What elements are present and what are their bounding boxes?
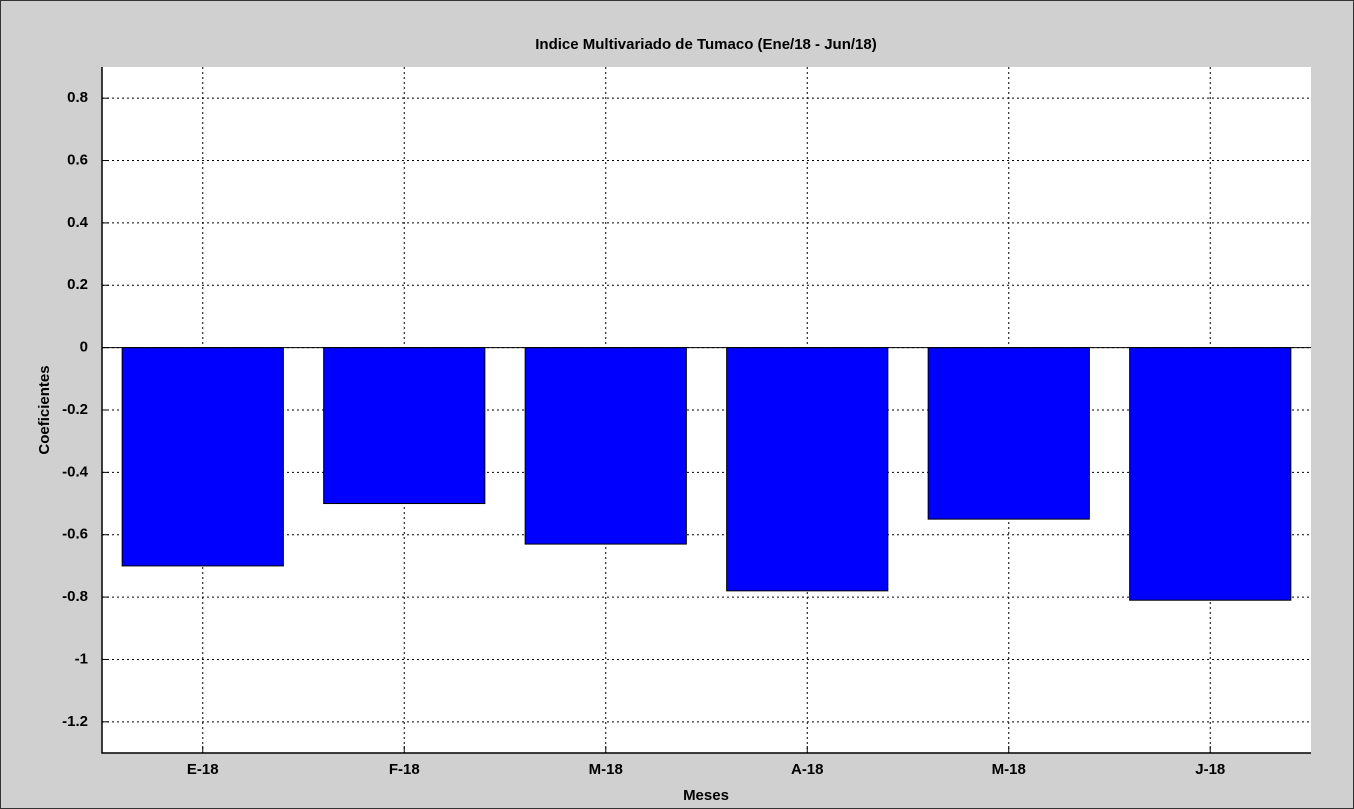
x-tick-label: F-18: [389, 761, 420, 778]
bar: [323, 347, 486, 505]
y-tick-label: 0.4: [67, 214, 89, 231]
y-tick-label: 0.6: [67, 152, 88, 169]
y-tick-label: -0.2: [62, 401, 88, 418]
y-tick-label: 0: [80, 339, 88, 356]
x-tick-label: M-18: [589, 761, 623, 778]
bar: [1129, 347, 1292, 601]
y-axis-label: Coeficientes: [36, 365, 53, 454]
y-tick-label: -0.8: [62, 588, 88, 605]
x-tick-label: J-18: [1195, 761, 1225, 778]
y-tick-label: 0.2: [67, 276, 88, 293]
y-tick-label: 0.8: [67, 89, 88, 106]
y-tick-label: -0.6: [62, 526, 88, 543]
x-axis-label: Meses: [683, 787, 729, 804]
bar: [121, 347, 284, 567]
chart-title: Indice Multivariado de Tumaco (Ene/18 - …: [535, 36, 876, 53]
bar: [726, 347, 889, 592]
x-tick-label: A-18: [791, 761, 824, 778]
y-tick-label: -0.4: [62, 463, 89, 480]
y-tick-label: -1.2: [62, 713, 88, 730]
bar: [927, 347, 1090, 520]
x-tick-label: E-18: [187, 761, 219, 778]
x-tick-label: M-18: [992, 761, 1026, 778]
bar: [524, 347, 687, 545]
y-tick-label: -1: [75, 650, 88, 667]
axes-frame: [101, 67, 1311, 754]
